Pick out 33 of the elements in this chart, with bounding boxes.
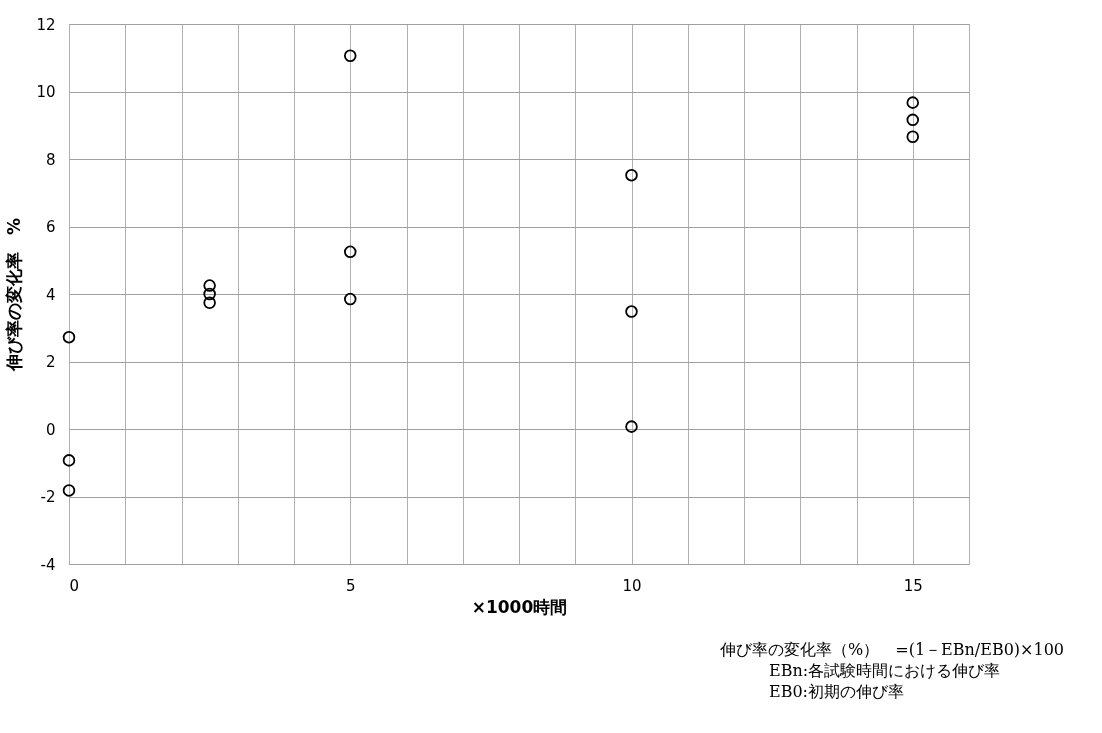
point <box>625 168 638 182</box>
y-tick-label: 0 <box>45 420 56 439</box>
x-tick-label: 0 <box>69 576 80 595</box>
y-tick-label: 4 <box>45 285 56 304</box>
y-axis-title: 伸び率の変化率 % <box>4 217 25 373</box>
y-tick-label: 2 <box>45 353 56 371</box>
x-tick-label: 5 <box>345 576 356 595</box>
point <box>62 330 76 344</box>
point <box>343 245 357 259</box>
x-tick-label: 15 <box>903 576 923 595</box>
text: 伸び率の変化率（%） =(1－EBn/EB0)×100 <box>719 640 1064 659</box>
y-tick-label: -2 <box>40 488 56 506</box>
point <box>625 305 638 318</box>
point <box>343 49 357 62</box>
x-axis-title: ×1000時間 <box>471 596 568 617</box>
y-tick-label: 8 <box>45 150 56 169</box>
y-tick-label: 6 <box>45 218 56 236</box>
point <box>906 130 920 143</box>
point <box>625 420 638 433</box>
y-tick-label: -4 <box>40 555 56 574</box>
point <box>906 113 920 127</box>
point <box>906 96 920 109</box>
x-tick-label: 10 <box>622 576 642 595</box>
point <box>203 296 216 310</box>
point <box>203 287 216 301</box>
text: EBn:各試験時間における伸び率 <box>769 661 1001 680</box>
point <box>62 484 76 497</box>
y-tick-label: 10 <box>36 83 56 101</box>
point <box>203 279 216 292</box>
y-tick-label: 12 <box>36 15 56 34</box>
point <box>343 292 357 306</box>
text: EB0:初期の伸び率 <box>769 682 905 701</box>
point <box>62 454 76 467</box>
